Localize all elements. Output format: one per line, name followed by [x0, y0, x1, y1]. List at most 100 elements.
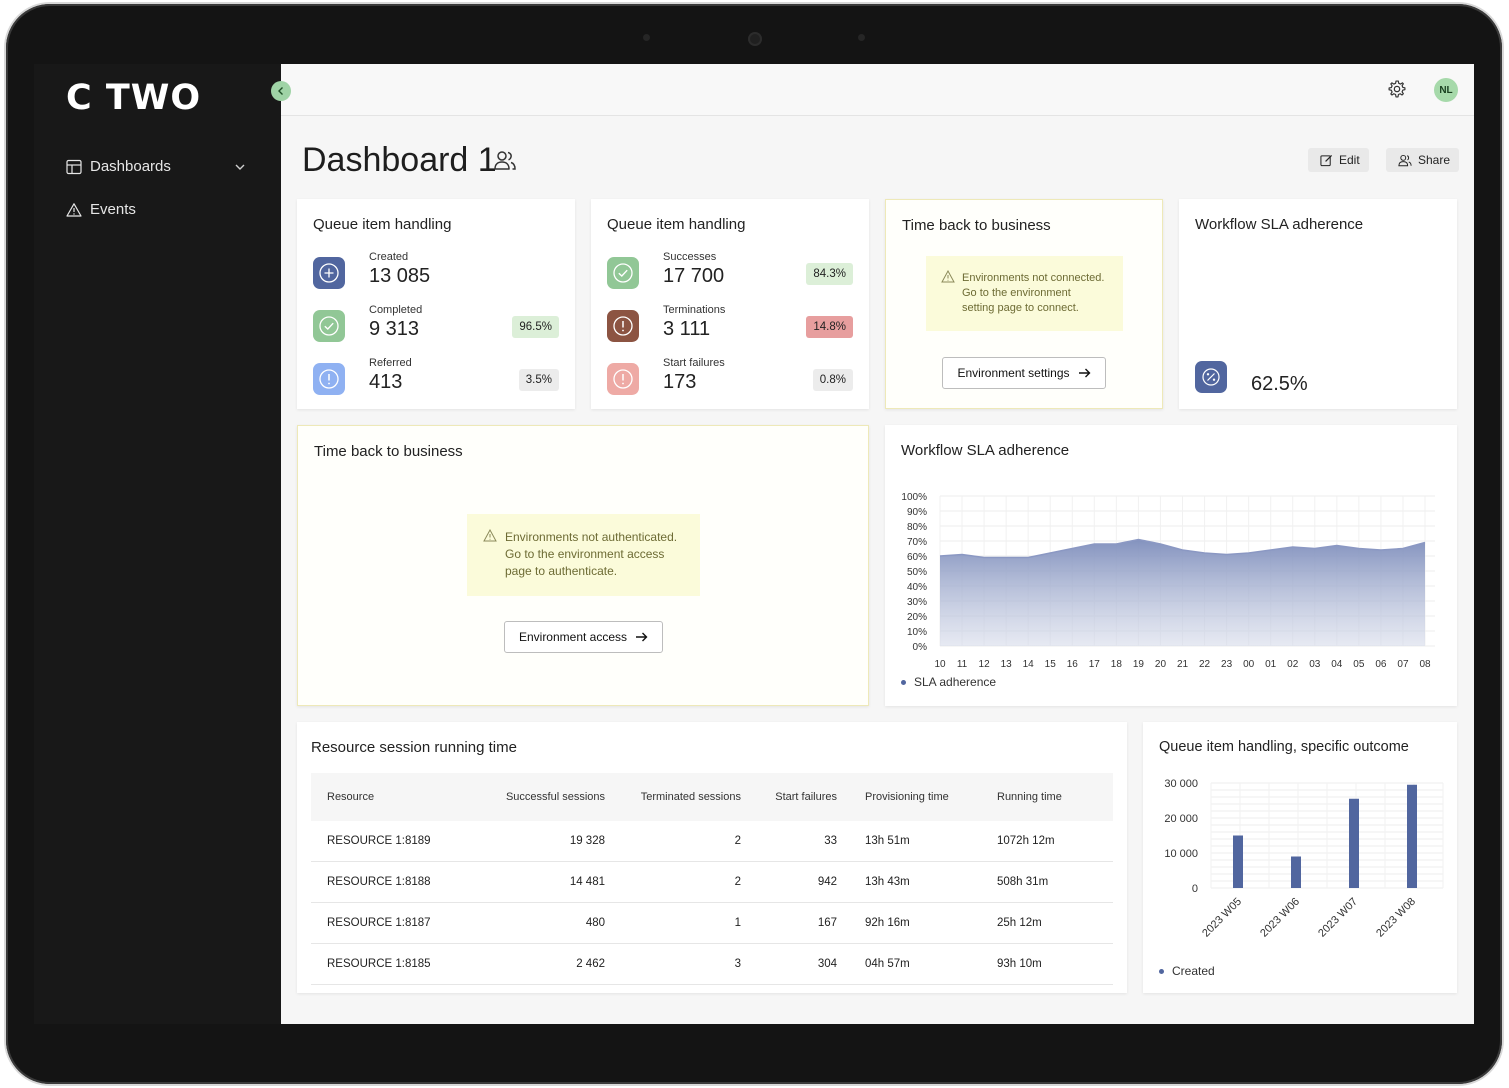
x-tick-label: 10 [934, 659, 946, 670]
x-tick-label: 2023 W08 [1374, 896, 1418, 940]
column-header[interactable]: Terminated sessions [617, 773, 753, 821]
y-tick-label: 50% [907, 567, 927, 578]
metric-value: 413 [369, 371, 403, 393]
table-cell: RESOURCE 1:8189 [311, 821, 481, 862]
card-title: Workflow SLA adherence [901, 442, 1070, 459]
bar [1291, 856, 1301, 888]
resource-table: Resource Successful sessions Terminated … [311, 773, 1113, 985]
resource-session-card: Resource session running time Resource S… [297, 722, 1127, 993]
table-cell: 508h 31m [981, 861, 1113, 903]
sla-area [940, 539, 1425, 646]
metric-label: Successes [663, 251, 717, 263]
table-row[interactable]: RESOURCE 1:8185 2 462 3 304 04h 57m 93h … [311, 943, 1113, 985]
metric-label: Terminations [663, 304, 726, 316]
share-label: Share [1418, 153, 1451, 167]
x-tick-label: 16 [1067, 659, 1079, 670]
y-tick-label: 20% [907, 612, 927, 623]
metric-label: Start failures [663, 357, 725, 369]
y-tick-label: 90% [907, 507, 927, 518]
collapse-sidebar-button[interactable] [271, 81, 291, 101]
sidebar-item-label: Dashboards [90, 158, 171, 175]
share-users-icon [1398, 154, 1412, 166]
sla-value: 62.5% [1251, 373, 1308, 395]
column-header[interactable]: Successful sessions [481, 773, 617, 821]
percent-icon [1195, 361, 1227, 393]
y-tick-label: 60% [907, 552, 927, 563]
bar [1349, 798, 1359, 888]
table-cell: 942 [753, 861, 849, 903]
y-tick-label: 40% [907, 582, 927, 593]
warning-icon [66, 202, 82, 217]
avatar[interactable]: NL [1434, 78, 1458, 102]
queue-item-handling-card: Queue item handling Created 13 085 Compl… [297, 199, 575, 409]
metric-label: Referred [369, 357, 412, 369]
x-tick-label: 22 [1199, 659, 1211, 670]
check-circle-icon [607, 257, 639, 289]
card-title: Time back to business [314, 443, 463, 460]
metric-start-failures: Start failures 173 0.8% [607, 357, 853, 401]
table-cell: 13h 51m [849, 821, 981, 862]
metric-value: 3 111 [663, 318, 711, 340]
card-title: Queue item handling [607, 216, 746, 233]
legend-swatch [1159, 968, 1164, 974]
button-label: Environment settings [957, 366, 1070, 380]
table-cell: 14 481 [481, 861, 617, 903]
percent-badge: 96.5% [512, 316, 559, 338]
percent-badge: 3.5% [518, 369, 559, 391]
sidebar-item-label: Events [90, 201, 136, 218]
notice-line: page to authenticate. [505, 564, 618, 578]
column-header[interactable]: Running time [981, 773, 1113, 821]
share-button[interactable]: Share [1386, 148, 1460, 172]
sidebar-item-events[interactable]: Events [66, 201, 136, 218]
x-tick-label: 15 [1045, 659, 1057, 670]
y-tick-label: 80% [907, 522, 927, 533]
environment-access-button[interactable]: Environment access [504, 621, 663, 653]
metric-completed: Completed 9 313 96.5% [313, 304, 559, 348]
column-header[interactable]: Start failures [753, 773, 849, 821]
notice-line: Go to the environment [962, 287, 1071, 299]
y-tick-label: 30 000 [1164, 778, 1198, 790]
users-icon [494, 151, 516, 170]
metric-terminations: Terminations 3 111 14.8% [607, 304, 853, 348]
metric-value: 17 700 [663, 265, 725, 287]
table-cell: 33 [753, 821, 849, 862]
notice-line: Environments not authenticated. [505, 530, 678, 544]
y-tick-label: 30% [907, 597, 927, 608]
arrow-right-icon [636, 632, 648, 642]
sensor-dot [858, 34, 865, 41]
metric-value: 173 [663, 371, 697, 393]
metric-label: Created [369, 251, 409, 263]
check-circle-icon [313, 310, 345, 342]
table-row[interactable]: RESOURCE 1:8188 14 481 2 942 13h 43m 508… [311, 861, 1113, 903]
x-tick-label: 20 [1155, 659, 1167, 670]
bar [1407, 784, 1417, 888]
x-tick-label: 01 [1265, 659, 1277, 670]
table-cell: 304 [753, 943, 849, 985]
table-cell: RESOURCE 1:8188 [311, 861, 481, 903]
metric-created: Created 13 085 [313, 251, 559, 295]
column-header[interactable]: Resource [311, 773, 481, 821]
environment-settings-button[interactable]: Environment settings [942, 357, 1106, 389]
x-tick-label: 23 [1221, 659, 1233, 670]
x-tick-label: 12 [979, 659, 991, 670]
percent-badge: 14.8% [806, 316, 853, 338]
column-header[interactable]: Provisioning time [849, 773, 981, 821]
table-header-row: Resource Successful sessions Terminated … [311, 773, 1113, 821]
screen: C TWO Dashboards Events NL Dashboard 1 E… [34, 64, 1474, 1024]
gear-icon[interactable] [1387, 79, 1407, 99]
time-back-to-business-card: Time back to business Environments not c… [885, 199, 1163, 409]
app-logo[interactable]: C TWO [66, 78, 202, 118]
table-cell: 25h 12m [981, 902, 1113, 944]
table-row[interactable]: RESOURCE 1:8187 480 1 167 92h 16m 25h 12… [311, 902, 1113, 944]
edit-label: Edit [1339, 153, 1360, 167]
card-title: Queue item handling, specific outcome [1159, 739, 1409, 755]
edit-button[interactable]: Edit [1308, 148, 1369, 172]
queue-item-handling-card: Queue item handling Successes 17 700 84.… [591, 199, 869, 409]
sidebar-item-dashboards[interactable]: Dashboards [66, 158, 171, 175]
bar [1233, 835, 1243, 888]
table-row[interactable]: RESOURCE 1:8189 19 328 2 33 13h 51m 1072… [311, 821, 1113, 862]
chevron-down-icon[interactable] [234, 161, 246, 173]
notice-line: setting page to connect. [962, 302, 1079, 314]
x-tick-label: 03 [1309, 659, 1321, 670]
